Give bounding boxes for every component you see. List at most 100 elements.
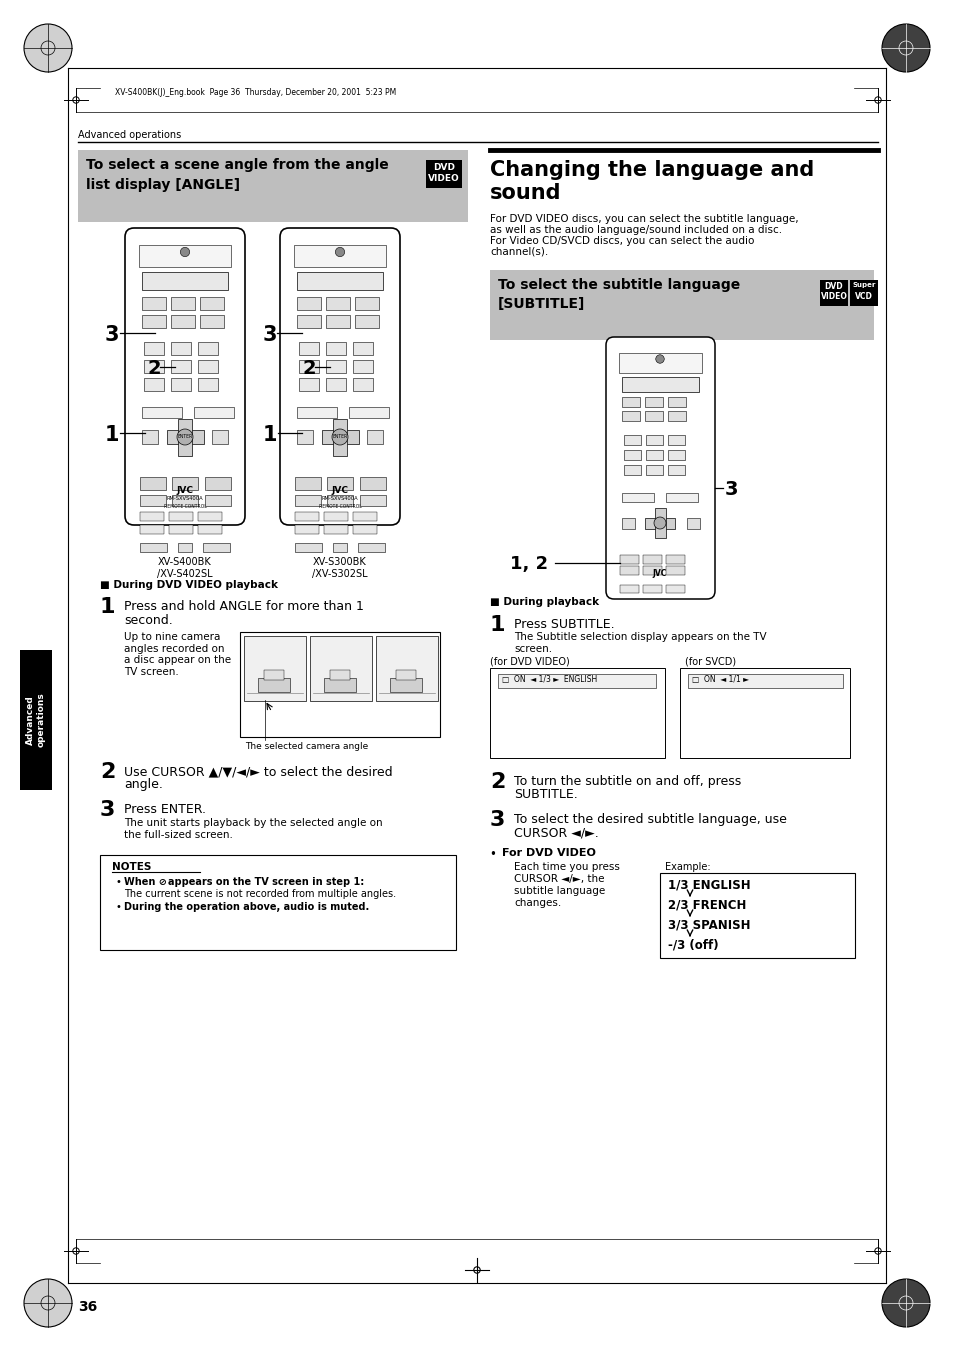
Bar (621, 517, 635, 530)
Bar (326, 378, 346, 390)
Bar (667, 465, 684, 476)
Bar (142, 315, 166, 328)
Text: VIDEO: VIDEO (428, 174, 459, 182)
Bar (294, 477, 320, 490)
Bar (264, 670, 284, 680)
Text: 3: 3 (263, 326, 277, 345)
Bar (142, 430, 158, 444)
Bar (200, 315, 224, 328)
Text: □  ON  ◄ 1/3 ►  ENGLISH: □ ON ◄ 1/3 ► ENGLISH (501, 676, 597, 684)
Text: The current scene is not recorded from multiple angles.: The current scene is not recorded from m… (124, 889, 395, 898)
Bar (655, 508, 665, 538)
Text: To select the subtitle language: To select the subtitle language (497, 278, 740, 292)
Bar (178, 543, 192, 553)
Text: VCD: VCD (854, 292, 872, 301)
Text: angle.: angle. (124, 778, 163, 790)
Bar (240, 632, 439, 738)
Bar (171, 378, 191, 390)
Bar (390, 678, 421, 692)
Text: 36: 36 (78, 1300, 97, 1315)
Circle shape (332, 430, 348, 444)
Text: DVD: DVD (823, 282, 842, 290)
Text: VIDEO: VIDEO (820, 292, 846, 301)
Text: The selected camera angle: The selected camera angle (245, 742, 368, 751)
Text: list display [ANGLE]: list display [ANGLE] (86, 178, 240, 192)
Bar (349, 407, 389, 417)
Bar (353, 526, 376, 534)
Text: For DVD VIDEO discs, you can select the subtitle language,: For DVD VIDEO discs, you can select the … (490, 213, 798, 224)
Bar (294, 245, 386, 267)
Bar (294, 543, 322, 553)
Bar (645, 450, 662, 459)
Text: 1: 1 (263, 426, 277, 444)
Bar (667, 435, 684, 444)
Bar (327, 477, 353, 490)
Bar (665, 566, 684, 576)
Text: The Subtitle selection display appears on the TV
screen.: The Subtitle selection display appears o… (514, 632, 766, 654)
Bar (820, 280, 847, 305)
Text: JVC: JVC (176, 486, 193, 494)
Bar (359, 477, 386, 490)
Bar (367, 430, 382, 444)
Text: appears on the TV screen in step 1:: appears on the TV screen in step 1: (168, 877, 364, 888)
Bar (333, 543, 347, 553)
Bar (353, 378, 373, 390)
Bar (171, 297, 194, 309)
Bar (326, 315, 350, 328)
Text: ENTER: ENTER (332, 434, 347, 439)
Bar (140, 526, 164, 534)
Circle shape (654, 517, 665, 530)
Text: Press and hold ANGLE for more than 1: Press and hold ANGLE for more than 1 (124, 600, 363, 613)
Bar (353, 342, 373, 355)
Text: REMOTE CONTROL: REMOTE CONTROL (164, 504, 206, 509)
Bar (621, 397, 639, 407)
Text: Use CURSOR ▲/▼/◄/► to select the desired: Use CURSOR ▲/▼/◄/► to select the desired (124, 765, 393, 778)
Text: XV-S400BK
/XV-S402SL: XV-S400BK /XV-S402SL (157, 557, 213, 578)
Bar (621, 411, 639, 422)
Bar (171, 315, 194, 328)
Bar (644, 517, 675, 530)
Text: The unit starts playback by the selected angle on
the full-sized screen.: The unit starts playback by the selected… (124, 817, 382, 839)
Text: -/3 (off): -/3 (off) (667, 938, 718, 951)
Text: REMOTE CONTROL: REMOTE CONTROL (318, 504, 361, 509)
Bar (490, 667, 664, 758)
Text: ■ During DVD VIDEO playback: ■ During DVD VIDEO playback (100, 580, 277, 590)
Bar (621, 493, 654, 503)
Text: To select a scene angle from the angle: To select a scene angle from the angle (86, 158, 388, 172)
Bar (296, 272, 382, 290)
Bar (665, 555, 684, 563)
Text: CURSOR ◄/►, the: CURSOR ◄/►, the (514, 874, 604, 884)
Bar (644, 397, 662, 407)
Bar (645, 465, 662, 476)
Bar (244, 636, 306, 701)
Bar (298, 342, 318, 355)
Bar (333, 419, 347, 457)
Bar (659, 873, 854, 958)
Text: Changing the language and: Changing the language and (490, 159, 814, 180)
Text: SUBTITLE.: SUBTITLE. (514, 788, 578, 801)
Text: 3: 3 (105, 326, 119, 345)
Bar (205, 494, 231, 507)
Bar (679, 667, 849, 758)
Bar (426, 159, 461, 188)
Bar (645, 435, 662, 444)
Bar (687, 674, 842, 688)
Bar (212, 430, 228, 444)
Circle shape (180, 247, 190, 257)
FancyBboxPatch shape (605, 336, 714, 598)
Circle shape (24, 1279, 71, 1327)
Bar (619, 566, 639, 576)
Text: CURSOR ◄/►.: CURSOR ◄/►. (514, 825, 598, 839)
Text: For Video CD/SVCD discs, you can select the audio: For Video CD/SVCD discs, you can select … (490, 236, 754, 246)
Text: (for SVCD): (for SVCD) (684, 657, 736, 667)
Bar (324, 512, 348, 521)
Bar (100, 855, 456, 950)
Text: 1: 1 (105, 426, 119, 444)
Bar (296, 315, 320, 328)
Bar (140, 477, 166, 490)
Bar (326, 342, 346, 355)
Text: as well as the audio language/sound included on a disc.: as well as the audio language/sound incl… (490, 226, 781, 235)
Bar (171, 359, 191, 373)
Text: Advanced operations: Advanced operations (78, 130, 181, 141)
Circle shape (882, 1279, 929, 1327)
